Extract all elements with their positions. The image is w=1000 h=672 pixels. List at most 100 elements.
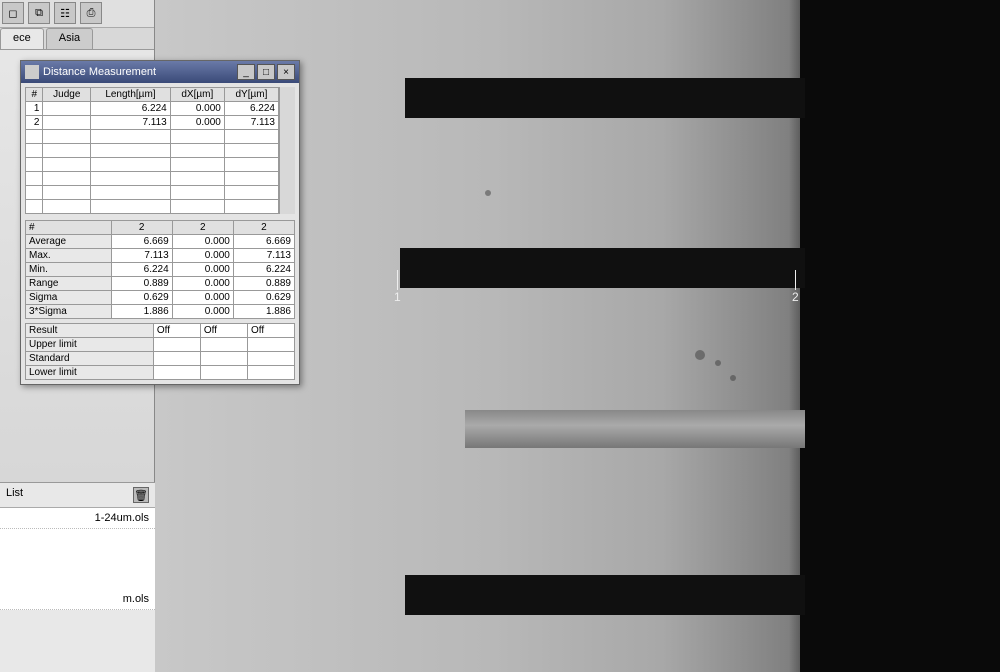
table-row: Result Off Off Off [26,324,295,338]
print-icon[interactable]: ⎙ [80,2,102,24]
cell: 7.113 [233,249,294,263]
cell: Off [153,324,200,338]
limit-label: Upper limit [26,338,154,352]
trash-icon[interactable]: 🗑 [133,487,149,503]
file-list-title: List [6,487,23,503]
stats-col: 2 [172,221,233,235]
cell: Off [247,324,294,338]
stats-table: # 2 2 2 Average6.6690.0006.669 Max.7.113… [25,220,295,319]
cell: 6.669 [111,235,172,249]
cell: 6.224 [224,102,278,116]
particle [715,360,721,366]
col-length[interactable]: Length[µm] [91,88,171,102]
cell: 0.629 [233,291,294,305]
tab-2[interactable]: Asia [46,28,93,49]
table-row: Upper limit [26,338,295,352]
cell [43,102,91,116]
cell: 0.000 [172,235,233,249]
cell: 6.224 [233,263,294,277]
particle [485,190,491,196]
maximize-button[interactable]: □ [257,64,275,80]
sample-bar [405,575,805,615]
table-row[interactable] [26,158,279,172]
cell: 0.000 [172,263,233,277]
list-spacer [0,529,155,589]
table-row: Range0.8890.0000.889 [26,277,295,291]
result-table: Result Off Off Off Upper limit Standard … [25,323,295,380]
measure-marker-1[interactable]: 1 [397,270,398,290]
cell: 0.000 [172,249,233,263]
cell: 0.629 [111,291,172,305]
marker-label: 2 [792,290,799,304]
cell: 7.113 [224,116,278,130]
cell: 0.000 [172,305,233,319]
table-row: Max.7.1130.0007.113 [26,249,295,263]
stat-label: Sigma [26,291,112,305]
table-row[interactable] [26,186,279,200]
cell: 0.000 [172,277,233,291]
table-row: Standard [26,352,295,366]
sample-bar [465,410,805,448]
paste-icon[interactable]: ☷ [54,2,76,24]
file-list-panel: List 🗑 1-24um.ols m.ols [0,482,155,672]
distance-measurement-dialog: Distance Measurement _ □ × # Judge Lengt… [20,60,300,385]
stats-col: 2 [233,221,294,235]
sample-bar [400,248,805,288]
list-item[interactable]: 1-24um.ols [0,508,155,529]
cell [43,116,91,130]
col-judge[interactable]: Judge [43,88,91,102]
cell: 7.113 [111,249,172,263]
stat-label: Average [26,235,112,249]
cell: 2 [26,116,43,130]
col-num[interactable]: # [26,88,43,102]
cell: 1.886 [111,305,172,319]
cell: 1.886 [233,305,294,319]
dialog-titlebar[interactable]: Distance Measurement _ □ × [21,61,299,83]
cell: 7.113 [91,116,171,130]
image-dark-region [800,0,1000,672]
limit-label: Standard [26,352,154,366]
cell: Off [200,324,247,338]
list-item[interactable]: m.ols [0,589,155,610]
table-row: Lower limit [26,366,295,380]
table-header-row: # Judge Length[µm] dX[µm] dY[µm] [26,88,279,102]
scrollbar[interactable] [279,87,295,214]
cell: 6.669 [233,235,294,249]
copy-icon[interactable]: ⧉ [28,2,50,24]
cell: 1 [26,102,43,116]
particle [695,350,705,360]
file-list-header: List 🗑 [0,483,155,508]
table-row[interactable] [26,172,279,186]
stat-label: Max. [26,249,112,263]
stats-col-num: # [26,221,112,235]
cell: 0.889 [233,277,294,291]
table-row[interactable] [26,144,279,158]
measure-marker-2[interactable]: 2 [795,270,796,290]
stat-label: 3*Sigma [26,305,112,319]
stats-header-row: # 2 2 2 [26,221,295,235]
table-row[interactable] [26,130,279,144]
stat-label: Min. [26,263,112,277]
tab-1[interactable]: ece [0,28,44,49]
close-button[interactable]: × [277,64,295,80]
cell: 0.000 [170,102,224,116]
col-dy[interactable]: dY[µm] [224,88,278,102]
table-row[interactable]: 1 6.224 0.000 6.224 [26,102,279,116]
stats-col: 2 [111,221,172,235]
table-row: 3*Sigma1.8860.0001.886 [26,305,295,319]
table-row[interactable]: 2 7.113 0.000 7.113 [26,116,279,130]
minimize-button[interactable]: _ [237,64,255,80]
result-label: Result [26,324,154,338]
tab-bar: ece Asia [0,28,154,50]
col-dx[interactable]: dX[µm] [170,88,224,102]
stat-label: Range [26,277,112,291]
doc-icon[interactable]: ◻ [2,2,24,24]
dialog-title: Distance Measurement [43,66,156,78]
table-row[interactable] [26,200,279,214]
table-row: Average6.6690.0006.669 [26,235,295,249]
measurement-table: # Judge Length[µm] dX[µm] dY[µm] 1 6.224… [25,87,279,214]
table-row: Min.6.2240.0006.224 [26,263,295,277]
cell: 0.000 [172,291,233,305]
cell: 6.224 [91,102,171,116]
table-row: Sigma0.6290.0000.629 [26,291,295,305]
